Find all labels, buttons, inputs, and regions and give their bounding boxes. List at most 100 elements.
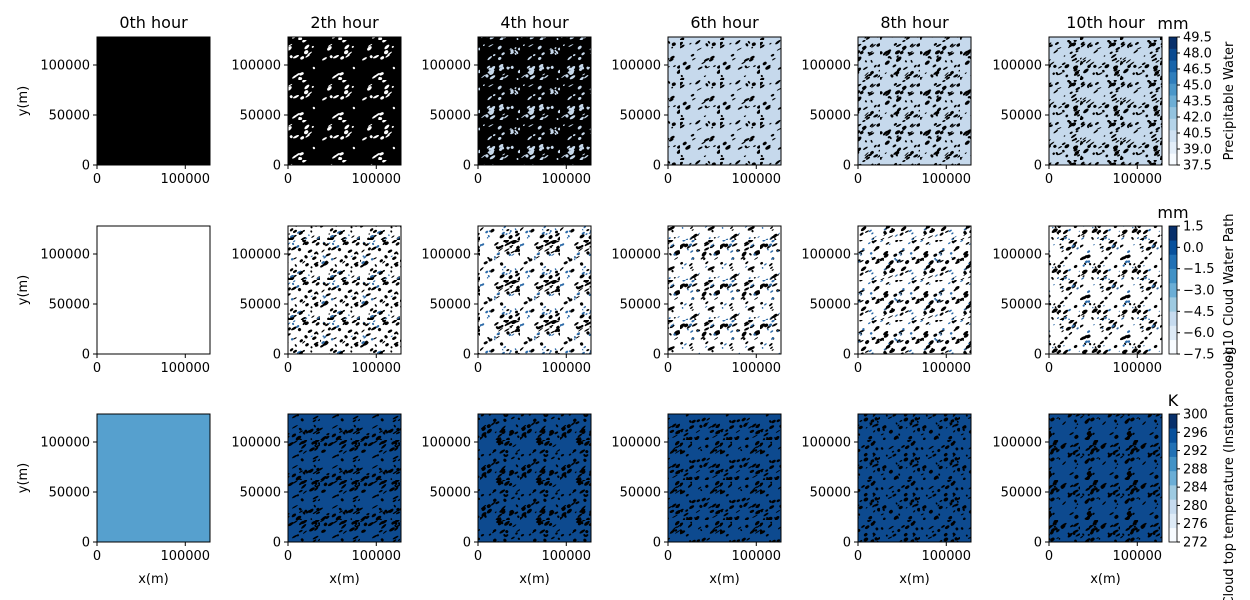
x-tick-label: 100000	[921, 172, 971, 187]
colorbar-band	[1169, 83, 1177, 96]
heatmap-field	[478, 226, 591, 354]
colorbar-tick-label: 39.0	[1183, 143, 1212, 158]
y-axis-label: y(m)	[16, 86, 31, 117]
colorbar-tick-label: 42.0	[1183, 111, 1212, 126]
y-axis-label: y(m)	[16, 463, 31, 494]
colorbar-label: Precipitable Water	[1222, 41, 1237, 160]
y-tick-label: 100000	[231, 436, 281, 451]
axes-frame	[857, 36, 972, 166]
colorbar-band	[1169, 513, 1177, 529]
colorbar-band	[1169, 527, 1177, 543]
x-tick-label: 0	[93, 549, 101, 564]
y-tick-label: 0	[273, 159, 281, 174]
x-tick-label: 100000	[1112, 549, 1162, 564]
y-tick-label: 50000	[1001, 109, 1042, 124]
colorbar-tick-label: 0.0	[1183, 241, 1204, 256]
colorbar-band	[1169, 48, 1177, 61]
y-tick-label: 100000	[992, 248, 1042, 263]
colorbar-unit: K	[1168, 391, 1179, 410]
heatmap-field	[858, 226, 971, 354]
colorbar-tick-label: 46.5	[1183, 63, 1212, 78]
y-tick-label: 100000	[40, 248, 90, 263]
panel-r2-c1: 0 100000 0 50000 100000	[231, 413, 402, 564]
y-tick-label: 100000	[611, 248, 661, 263]
column-title-2: 4th hour	[500, 13, 569, 32]
heatmap-field	[288, 37, 401, 165]
panel-r2-c4: 0 100000 0 50000 100000	[801, 413, 972, 564]
colorbar-tick-label: 276	[1183, 517, 1208, 532]
column-title-4: 8th hour	[880, 13, 949, 32]
y-tick-label: 100000	[801, 436, 851, 451]
heatmap-field	[288, 414, 401, 542]
y-tick-label: 100000	[992, 436, 1042, 451]
heatmap-field	[858, 414, 971, 542]
colorbar-band	[1169, 141, 1177, 154]
y-tick-label: 100000	[231, 59, 281, 74]
axes-frame	[1048, 413, 1163, 543]
colorbar-label: Cloud top temperature (Instantaneous)	[1222, 350, 1237, 600]
y-tick-label: 50000	[620, 298, 661, 313]
y-tick-label: 50000	[1001, 298, 1042, 313]
x-tick-label: 0	[664, 549, 672, 564]
colorbar-unit: mm	[1157, 203, 1188, 222]
y-tick-label: 50000	[430, 298, 471, 313]
colorbar-band	[1169, 268, 1177, 284]
axes-frame	[477, 413, 592, 543]
y-tick-label: 100000	[611, 59, 661, 74]
panel-r2-c0: 0 100000 0 50000 100000	[40, 413, 211, 564]
y-tick-label: 0	[463, 536, 471, 551]
y-tick-label: 0	[273, 348, 281, 363]
axes-frame	[857, 225, 972, 355]
panel-r0-c0: 0 100000 0 50000 100000	[40, 36, 211, 187]
x-tick-label: 0	[1045, 361, 1053, 376]
y-tick-label: 100000	[992, 59, 1042, 74]
colorbar-band	[1169, 71, 1177, 84]
y-tick-label: 100000	[40, 59, 90, 74]
colorbar-band	[1169, 297, 1177, 312]
colorbar-unit: mm	[1157, 14, 1188, 33]
y-tick-label: 50000	[620, 109, 661, 124]
y-tick-label: 50000	[1001, 486, 1042, 501]
y-tick-label: 100000	[421, 248, 471, 263]
x-tick-label: 100000	[731, 549, 781, 564]
y-tick-label: 0	[82, 159, 90, 174]
y-tick-label: 0	[1034, 348, 1042, 363]
x-tick-label: 0	[93, 361, 101, 376]
x-axis-label: x(m)	[899, 572, 930, 587]
colorbar-band	[1169, 95, 1177, 108]
heatmap-field	[668, 37, 781, 165]
colorbar-band	[1169, 428, 1177, 443]
colorbar-1: −7.5 −6.0 −4.5 −3.0 −1.5 0.0 1.5mm log10 Cloud …	[1157, 203, 1237, 366]
y-tick-label: 0	[843, 536, 851, 551]
x-tick-label: 0	[474, 361, 482, 376]
panel-r1-c0: 0 100000 0 50000 100000	[40, 225, 211, 376]
y-tick-label: 0	[1034, 159, 1042, 174]
colorbar-band	[1169, 254, 1177, 269]
colorbar-band	[1169, 485, 1177, 500]
y-tick-label: 50000	[240, 486, 281, 501]
x-tick-label: 0	[854, 549, 862, 564]
colorbar-tick-label: 272	[1183, 536, 1208, 551]
heatmap-field	[668, 226, 781, 354]
heatmap-field	[97, 37, 210, 165]
x-tick-label: 100000	[1112, 172, 1162, 187]
colorbar-tick-label: −3.0	[1183, 284, 1215, 299]
column-title-5: 10th hour	[1066, 13, 1145, 32]
x-tick-label: 100000	[351, 361, 401, 376]
heatmap-field	[288, 226, 401, 354]
x-tick-label: 0	[1045, 172, 1053, 187]
colorbar-tick-label: 40.5	[1183, 127, 1212, 142]
x-tick-label: 100000	[921, 549, 971, 564]
colorbar-tick-label: −4.5	[1183, 305, 1215, 320]
y-tick-label: 0	[463, 159, 471, 174]
y-tick-label: 100000	[801, 248, 851, 263]
x-tick-label: 100000	[1112, 361, 1162, 376]
axes-frame	[287, 225, 402, 355]
axes-frame	[667, 36, 782, 166]
heatmap-field	[97, 414, 210, 542]
x-tick-label: 100000	[541, 361, 591, 376]
axes-frame	[477, 225, 592, 355]
x-tick-label: 0	[284, 549, 292, 564]
panel-r1-c2: 0 100000 0 50000 100000	[421, 225, 592, 376]
